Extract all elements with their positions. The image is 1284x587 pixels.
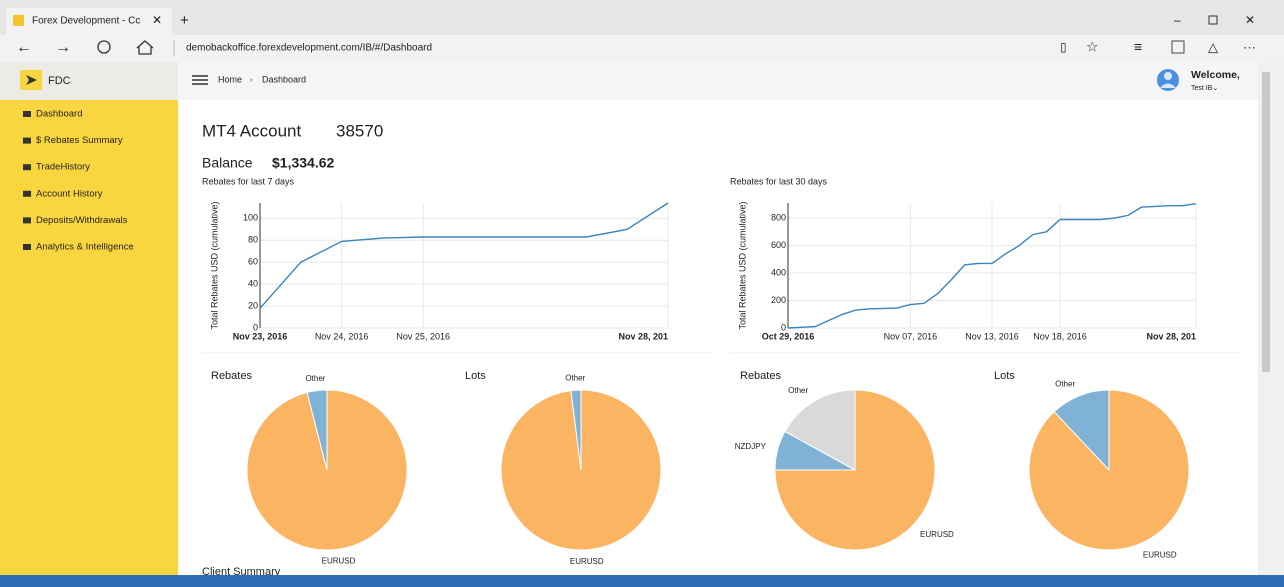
y-tick-label: 800	[771, 212, 786, 222]
breadcrumb-home[interactable]: Home	[218, 74, 242, 84]
scroll-thumb[interactable]	[1262, 72, 1270, 372]
chart-title: Rebates	[740, 370, 781, 382]
url[interactable]: demobackoffice.forexdevelopment.com/IB/#…	[186, 43, 432, 54]
menu-item[interactable]: Account History	[36, 188, 103, 199]
menu-icon	[23, 244, 31, 250]
web-note[interactable]	[1171, 40, 1185, 54]
menu-item[interactable]: Analytics & Intelligence	[36, 242, 134, 253]
line-series	[259, 202, 669, 309]
menu-item[interactable]: Dashboard	[36, 109, 82, 120]
y-tick-label: 60	[248, 257, 258, 267]
tab-close[interactable]: ✕	[152, 13, 162, 27]
menu-item[interactable]: TradeHistory	[36, 162, 90, 173]
y-tick-label: 0	[253, 322, 258, 332]
balance-label: Balance	[202, 155, 253, 171]
y-tick-label: 100	[243, 213, 258, 223]
scrollbar[interactable]	[1258, 62, 1284, 575]
x-tick-label: Nov 28, 201	[1146, 331, 1196, 341]
user-menu[interactable]: Test IB⌄	[1191, 85, 1218, 92]
menu-icon	[23, 137, 31, 144]
y-tick-label: 20	[248, 300, 258, 310]
line-series	[787, 203, 1197, 329]
x-tick-label: Nov 13, 2016	[965, 331, 1019, 341]
avatar-body	[1160, 83, 1176, 88]
y-axis-label: Total Rebates USD (cumulative)	[737, 201, 747, 329]
menu-toggle[interactable]	[192, 75, 208, 85]
slice-label: Other	[305, 374, 325, 383]
breadcrumb-current: Dashboard	[262, 74, 306, 84]
taskbar-edge	[0, 575, 1284, 587]
pie-slice[interactable]	[784, 389, 856, 471]
menu-item[interactable]: Deposits/Withdrawals	[36, 215, 128, 226]
tab-icon	[13, 15, 24, 26]
y-tick-label: 40	[248, 279, 258, 289]
x-tick-label: Nov 07, 2016	[884, 331, 938, 341]
back-button[interactable]: ←	[16, 39, 32, 56]
y-tick-label: 80	[248, 235, 258, 245]
chart-title: Rebates for last 7 days	[202, 176, 295, 186]
top-header	[178, 62, 1258, 100]
y-tick-label: 200	[771, 295, 786, 305]
forward-button[interactable]: →	[55, 39, 71, 56]
tab[interactable]	[6, 8, 172, 35]
more[interactable]: ···	[1243, 39, 1256, 54]
hub[interactable]: ≡	[1134, 39, 1142, 55]
welcome: Welcome,	[1191, 69, 1240, 81]
slice-label: Other	[788, 386, 808, 395]
close-window[interactable]: ✕	[1245, 13, 1255, 27]
favorite[interactable]: ☆	[1086, 39, 1099, 55]
pie-slice[interactable]	[1053, 389, 1110, 472]
x-tick-label: Nov 24, 2016	[315, 331, 369, 341]
x-tick-label: Nov 25, 2016	[396, 331, 450, 341]
share[interactable]: △	[1208, 39, 1218, 54]
chart-title: Lots	[994, 370, 1015, 382]
account-label: MT4 Account	[202, 121, 301, 140]
menu-icon	[23, 111, 31, 117]
balance-value: $1,334.62	[272, 155, 334, 171]
address-bar	[0, 35, 1284, 62]
maximize[interactable]	[1208, 15, 1218, 25]
pie-slice[interactable]	[570, 389, 582, 471]
menu-icon	[23, 164, 31, 171]
breadcrumb-separator: ›	[250, 77, 253, 84]
slice-label: NZDJPY	[735, 442, 767, 451]
x-tick-label: Nov 28, 201	[618, 331, 668, 341]
sidebar	[0, 100, 178, 575]
chart-title: Rebates	[211, 370, 252, 382]
slice-label: Other	[565, 373, 585, 382]
logo-mark	[26, 75, 37, 85]
new-tab[interactable]: +	[180, 12, 189, 29]
tab-title: Forex Development - Cc	[32, 16, 140, 27]
menu-icon	[23, 190, 31, 197]
reading-view[interactable]: ▯	[1060, 40, 1067, 54]
slice-label: EURUSD	[920, 530, 954, 539]
logo-text[interactable]: FDC	[48, 75, 71, 87]
y-axis-label: Total Rebates USD (cumulative)	[209, 201, 219, 329]
y-tick-label: 0	[781, 322, 786, 332]
y-tick-label: 600	[771, 240, 786, 250]
x-tick-label: Oct 29, 2016	[762, 331, 815, 341]
x-tick-label: Nov 23, 2016	[233, 331, 288, 341]
minimize[interactable]: –	[1174, 13, 1181, 27]
slice-label: EURUSD	[570, 557, 604, 566]
menu-icon	[23, 217, 31, 224]
chart-title: Lots	[465, 370, 486, 382]
x-tick-label: Nov 18, 2016	[1033, 331, 1087, 341]
avatar-head	[1164, 72, 1172, 80]
slice-label: EURUSD	[322, 556, 356, 565]
section-title: Client Summary	[202, 566, 281, 578]
menu-item[interactable]: $ Rebates Summary	[36, 135, 123, 146]
slice-label: EURUSD	[1143, 551, 1177, 560]
home-button[interactable]	[136, 40, 154, 55]
y-tick-label: 400	[771, 267, 786, 277]
slice-label: Other	[1055, 380, 1075, 389]
chart-title: Rebates for last 30 days	[730, 176, 828, 186]
tab-strip	[0, 0, 1284, 35]
refresh-button[interactable]	[97, 40, 111, 54]
sidebar-menu: Dashboard $ Rebates Summary TradeHistory Ac…	[23, 109, 134, 253]
account-number: 38570	[336, 121, 383, 140]
pie-slice[interactable]	[306, 389, 328, 471]
